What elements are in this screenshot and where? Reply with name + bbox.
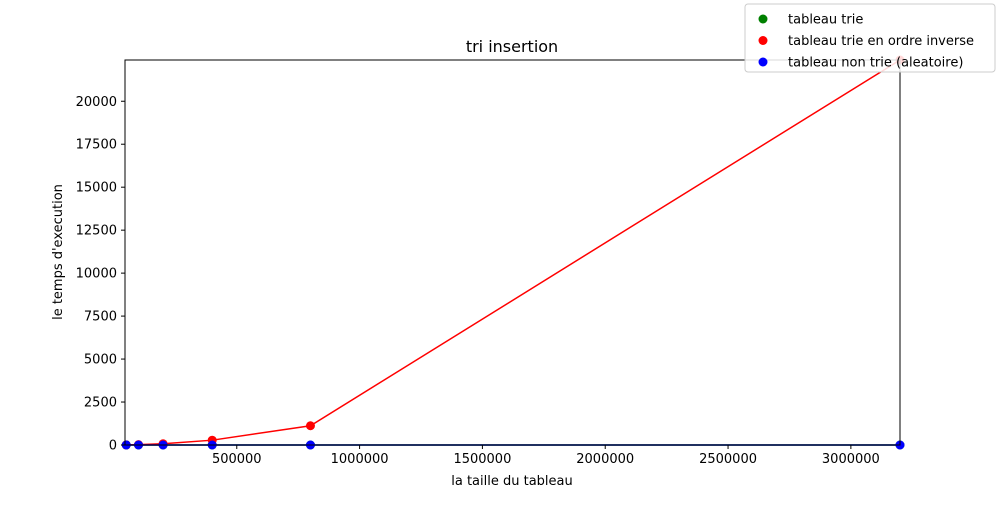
y-axis-label: le temps d'execution: [51, 184, 66, 320]
x-tick-label: 2500000: [699, 452, 757, 467]
legend-label: tableau trie en ordre inverse: [788, 34, 974, 49]
y-axis-ticks: 0 2500 5000 7500 10000 12500 15000 17500 20000: [76, 95, 125, 454]
chart-title: tri insertion: [466, 37, 558, 56]
chart-legend: tableau trie tableau trie en ordre invers…: [744, 3, 996, 73]
x-tick-label: 1500000: [453, 452, 511, 467]
legend-label: tableau trie: [788, 13, 863, 28]
x-tick-label: 1000000: [331, 452, 389, 467]
x-tick-label: 3000000: [822, 452, 880, 467]
series-layer: [121, 55, 905, 450]
y-tick-label: 5000: [84, 353, 117, 368]
y-tick-label: 2500: [84, 396, 117, 411]
legend-marker: [758, 36, 768, 45]
y-tick-label: 12500: [76, 224, 117, 239]
x-axis-label: la taille du tableau: [451, 474, 573, 489]
legend-marker: [758, 57, 768, 67]
plot-area-frame: [124, 59, 901, 446]
y-tick-label: 10000: [76, 267, 117, 282]
series-2-point: [305, 421, 315, 431]
legend-label: tableau non trie (aleatoire): [788, 56, 963, 71]
legend-box: [744, 3, 996, 73]
legend-marker: [758, 14, 768, 24]
y-tick-label: 20000: [76, 95, 117, 110]
y-tick-label: 7500: [84, 310, 117, 325]
y-tick-label: 15000: [76, 181, 117, 196]
y-tick-label: 17500: [76, 138, 117, 153]
x-axis-ticks: 500000 1000000 1500000 2000000 2500000 300000…: [212, 445, 880, 467]
x-tick-label: 500000: [212, 452, 262, 467]
y-tick-label: 0: [109, 439, 117, 454]
series-line-2: [126, 59, 901, 446]
x-tick-label: 2000000: [576, 452, 634, 467]
